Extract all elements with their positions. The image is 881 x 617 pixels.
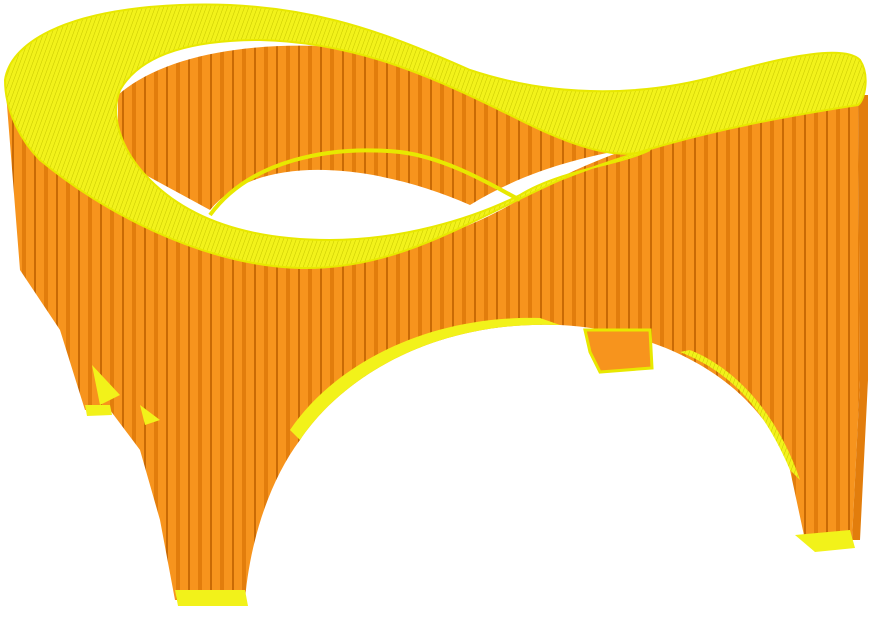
inner-hole-edge: [208, 148, 521, 217]
left-support-triangles: [92, 365, 160, 425]
right-side-wall: [852, 95, 868, 540]
left-foot-pad: [85, 405, 112, 416]
front-left-foot: [175, 590, 248, 606]
front-right-foot: [795, 530, 855, 552]
top-surface: [3, 3, 867, 270]
back-right-foot: [583, 328, 654, 374]
arch-underside-left: [290, 317, 560, 440]
